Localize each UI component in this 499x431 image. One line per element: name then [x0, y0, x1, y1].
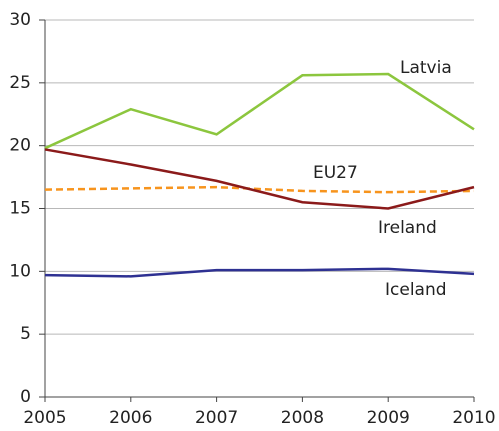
y-tick-label: 15 — [9, 199, 31, 219]
x-tick-label: 2006 — [109, 408, 152, 428]
series-label: Ireland — [378, 218, 437, 238]
series-label: Latvia — [400, 58, 452, 78]
series-line — [44, 72, 475, 150]
series-line — [44, 148, 475, 210]
y-tick-label: 0 — [20, 387, 31, 407]
y-tick-label: 25 — [9, 73, 31, 93]
x-tick-label: 2009 — [367, 408, 410, 428]
x-tick-label: 2007 — [195, 408, 238, 428]
series-line — [44, 267, 475, 278]
series-label: Iceland — [385, 280, 447, 300]
y-tick-label: 5 — [20, 324, 31, 344]
series-line — [44, 185, 475, 194]
x-tick-label: 2008 — [281, 408, 324, 428]
series-label: EU27 — [313, 163, 358, 183]
x-tick-label: 2010 — [452, 408, 495, 428]
x-tick-label: 2005 — [23, 408, 66, 428]
y-tick-label: 30 — [9, 10, 31, 30]
y-tick-label: 10 — [9, 261, 31, 281]
y-tick-label: 20 — [9, 136, 31, 156]
